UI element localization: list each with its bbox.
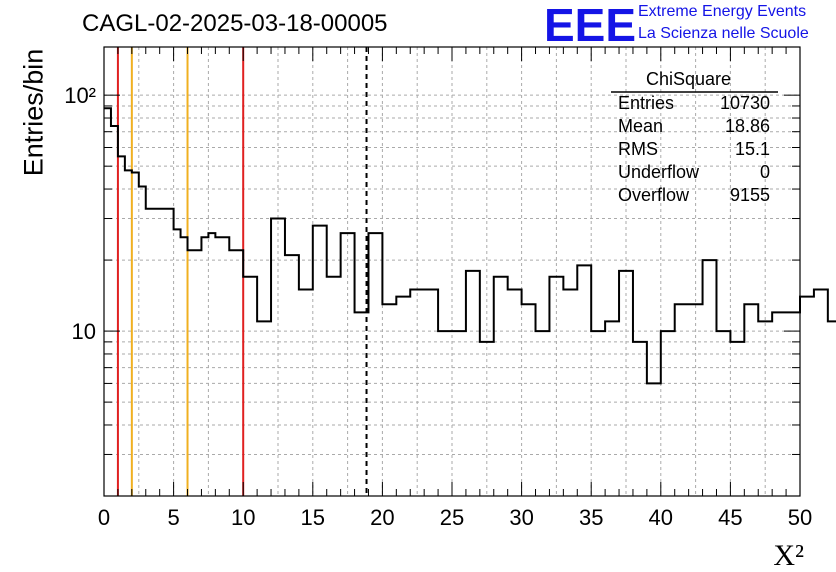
stats-label-underflow: Underflow (618, 162, 700, 182)
x-axis-label: X² (773, 539, 804, 572)
stats-title: ChiSquare (646, 69, 732, 89)
stats-label-entries: Entries (618, 93, 675, 113)
x-tick-label: 45 (718, 505, 742, 530)
eee-logo: EEE (544, 0, 637, 51)
stats-label-overflow: Overflow (618, 185, 690, 205)
plot-title: CAGL-02-2025-03-18-00005 (82, 10, 388, 37)
x-tick-label: 25 (440, 505, 464, 530)
x-tick-label: 0 (98, 505, 110, 530)
x-tick-label: 35 (579, 505, 603, 530)
x-tick-label: 20 (370, 505, 394, 530)
x-tick-label: 5 (167, 505, 179, 530)
stats-value-underflow: 0 (759, 162, 770, 182)
histogram-series (104, 107, 836, 385)
stats-value-mean: 18.86 (724, 116, 770, 136)
stats-value-rms: 15.1 (734, 139, 770, 159)
y-tick-label: 10² (64, 83, 96, 108)
logo-subtitle-2: La Scienza nelle Scuole (638, 25, 809, 42)
x-tick-label: 30 (509, 505, 533, 530)
y-tick-label: 10 (72, 319, 96, 344)
x-tick-label: 50 (788, 505, 812, 530)
stats-label-rms: RMS (618, 139, 658, 159)
x-tick-label: 40 (649, 505, 673, 530)
stats-label-mean: Mean (618, 116, 664, 136)
stats-value-entries: 10730 (719, 93, 770, 113)
logo-subtitle-1: Extreme Energy Events (638, 3, 807, 20)
stats-value-overflow: 9155 (729, 185, 770, 205)
x-tick-label: 15 (301, 505, 325, 530)
x-tick-label: 10 (231, 505, 255, 530)
